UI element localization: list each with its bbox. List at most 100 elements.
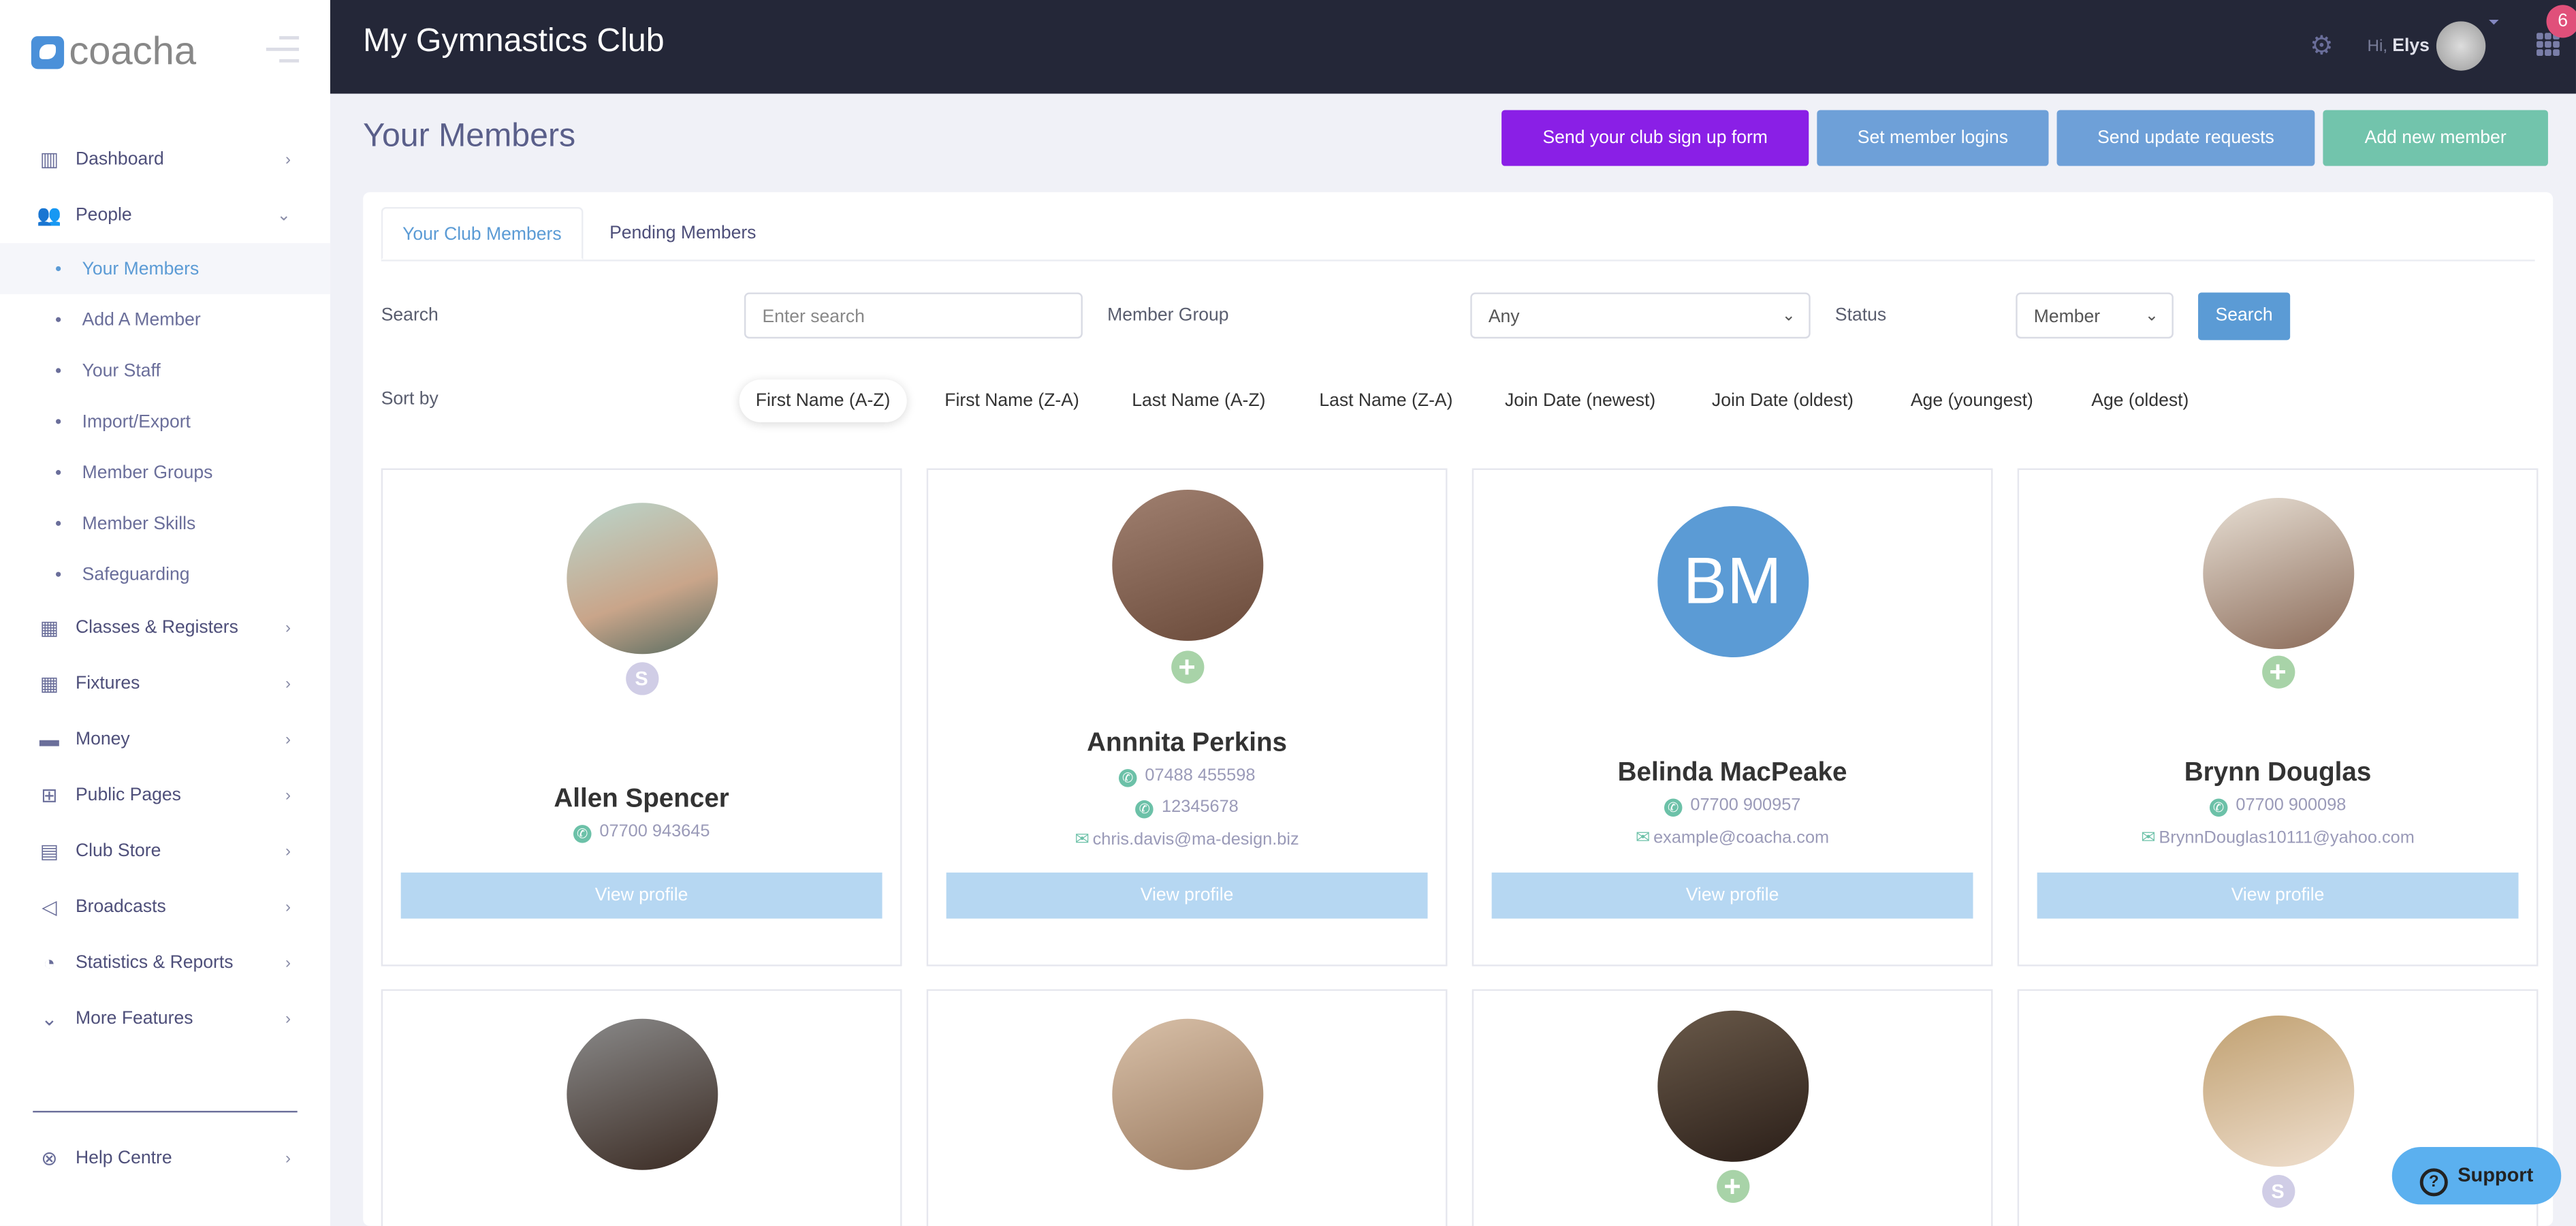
sort-option[interactable]: Join Date (oldest): [1711, 391, 1854, 411]
member-name[interactable]: Allen Spencer: [554, 785, 729, 814]
tab-pending-members[interactable]: Pending Members: [609, 223, 757, 244]
logo-text: coacha: [69, 29, 197, 74]
phone-number: 07700 900957: [1690, 795, 1801, 815]
sidebar-subitem-member-groups[interactable]: Member Groups: [0, 447, 330, 498]
sidebar-item-label: People: [75, 205, 132, 225]
member-photo[interactable]: [566, 503, 718, 655]
sidebar-subitem-import-export[interactable]: Import/Export: [0, 396, 330, 447]
member-photo[interactable]: [566, 1018, 718, 1170]
chevron-down-icon: ⌄: [276, 206, 291, 225]
chevron-right-icon: ›: [285, 618, 291, 637]
member-group-select[interactable]: Any ⌄: [1470, 292, 1811, 339]
notification-badge[interactable]: 6: [2546, 5, 2576, 38]
add-new-member-button[interactable]: Add new member: [2323, 110, 2548, 166]
sidebar-subitem-member-skills[interactable]: Member Skills: [0, 498, 330, 549]
sort-option[interactable]: First Name (Z-A): [944, 391, 1079, 411]
support-label: Support: [2458, 1163, 2534, 1186]
greeting: Hi,: [2367, 37, 2388, 57]
member-photo[interactable]: [1111, 1018, 1263, 1170]
view-profile-button[interactable]: View profile: [2037, 873, 2519, 919]
member-photo[interactable]: [2202, 498, 2354, 649]
topbar: My Gymnastics Club ⚙ Hi, Elys 6: [330, 0, 2576, 94]
member-phone[interactable]: ✆ 07700 900098: [2019, 796, 2537, 817]
chevron-right-icon: ›: [285, 674, 291, 693]
tab-bar: Your Club Members Pending Members: [381, 206, 2535, 262]
support-button[interactable]: ? Support: [2391, 1146, 2562, 1205]
chevron-down-icon: ⌄: [2144, 307, 2159, 326]
member-email[interactable]: ✉ chris.davis@ma-design.biz: [928, 830, 1446, 849]
member-photo[interactable]: [1657, 1010, 1809, 1162]
phone-icon: ✆: [1135, 800, 1154, 819]
gear-icon[interactable]: ⚙: [2310, 33, 2334, 61]
staff-badge-icon: S: [624, 662, 658, 695]
member-email[interactable]: ✉ BrynnDouglas10111@yahoo.com: [2019, 828, 2537, 848]
sidebar-item-broadcasts[interactable]: ◁ Broadcasts ›: [0, 879, 330, 935]
member-phone[interactable]: ✆ 07488 455598: [928, 766, 1446, 787]
member-card: S Allen Spencer ✆ 07700 943645 View profile: [381, 468, 902, 966]
sidebar-item-public-pages[interactable]: ⊞ Public Pages ›: [0, 768, 330, 823]
help-icon: ?: [2419, 1168, 2448, 1197]
sort-option[interactable]: Age (youngest): [1910, 391, 2033, 411]
first-aid-badge-icon: +: [1170, 650, 1204, 684]
sidebar-subitem-add-a-member[interactable]: Add A Member: [0, 294, 330, 345]
phone-icon: ✆: [1664, 798, 1683, 817]
sidebar-item-money[interactable]: ▬ Money ›: [0, 712, 330, 768]
sort-option[interactable]: First Name (A-Z): [739, 379, 907, 423]
member-name[interactable]: Belinda MacPeake: [1617, 759, 1847, 787]
sidebar-item-label: Classes & Registers: [75, 618, 238, 638]
send-signup-form-button[interactable]: Send your club sign up form: [1501, 110, 1809, 166]
member-name[interactable]: Annnita Perkins: [1087, 729, 1288, 758]
member-phone[interactable]: ✆ 07700 900957: [1474, 796, 1991, 817]
send-update-requests-button[interactable]: Send update requests: [2056, 110, 2315, 166]
sidebar-item-people[interactable]: 👥 People ⌄: [0, 187, 330, 243]
user-greeting[interactable]: Hi, Elys: [2368, 36, 2430, 56]
user-avatar[interactable]: [2436, 21, 2486, 71]
sidebar-item-fixtures[interactable]: ▦ Fixtures ›: [0, 656, 330, 712]
search-button[interactable]: Search: [2198, 292, 2291, 341]
sidebar-item-classes-registers[interactable]: ▦ Classes & Registers ›: [0, 600, 330, 656]
sidebar-item-statistics-reports[interactable]: ◔ Statistics & Reports ›: [0, 935, 330, 991]
member-photo[interactable]: [2202, 1015, 2354, 1167]
sidebar-item-dashboard[interactable]: ▥ Dashboard ›: [0, 131, 330, 187]
chevron-down-icon: ⌄: [1781, 307, 1796, 326]
member-photo[interactable]: [1111, 489, 1263, 641]
view-profile-button[interactable]: View profile: [1491, 873, 1973, 919]
member-phone[interactable]: ✆ 12345678: [928, 797, 1446, 819]
chart-icon: ▥: [39, 148, 59, 171]
sidebar-subitem-your-members[interactable]: Your Members: [0, 243, 330, 294]
sort-option[interactable]: Age (oldest): [2091, 391, 2189, 411]
chevron-right-icon: ›: [285, 954, 291, 973]
view-profile-button[interactable]: View profile: [946, 873, 1428, 919]
caret-down-icon[interactable]: [2489, 19, 2499, 25]
email-address: chris.davis@ma-design.biz: [1092, 830, 1299, 850]
sort-option[interactable]: Join Date (newest): [1504, 391, 1656, 411]
phone-number: 07488 455598: [1145, 766, 1256, 786]
member-card: BM Belinda MacPeake ✆ 07700 900957 ✉ example@…: [1472, 468, 1993, 966]
member-email[interactable]: ✉ example@coacha.com: [1474, 828, 1991, 848]
tab-your-club-members[interactable]: Your Club Members: [381, 206, 584, 260]
sidebar-subitem-label: Member Skills: [82, 513, 196, 533]
sort-option[interactable]: Last Name (Z-A): [1319, 391, 1453, 411]
sidebar-item-label: Dashboard: [75, 149, 164, 170]
status-value: Member: [2033, 307, 2101, 328]
sidebar-item-help-centre[interactable]: ⊗ Help Centre ›: [0, 1131, 330, 1186]
view-profile-button[interactable]: View profile: [400, 873, 882, 919]
sidebar-item-more-features[interactable]: ⌄ More Features ›: [0, 991, 330, 1047]
store-icon: ▤: [39, 839, 59, 863]
bullet-icon: [56, 266, 61, 272]
sort-option[interactable]: Last Name (A-Z): [1132, 391, 1266, 411]
staff-badge-icon: S: [2261, 1175, 2295, 1208]
logo[interactable]: coacha: [31, 29, 196, 76]
search-input[interactable]: Enter search: [744, 292, 1083, 339]
member-phone[interactable]: ✆ 07700 943645: [383, 821, 900, 843]
sidebar: coacha ▥ Dashboard › 👥 People ⌄ Your Members Ad…: [0, 0, 330, 1226]
sidebar-item-label: Money: [75, 729, 130, 750]
set-member-logins-button[interactable]: Set member logins: [1817, 110, 2049, 166]
menu-toggle-icon[interactable]: [266, 36, 300, 71]
sidebar-item-club-store[interactable]: ▤ Club Store ›: [0, 823, 330, 879]
status-select[interactable]: Member ⌄: [2016, 292, 2174, 339]
sidebar-subitem-safeguarding[interactable]: Safeguarding: [0, 549, 330, 600]
member-name[interactable]: Brynn Douglas: [2184, 759, 2372, 787]
member-initials-avatar[interactable]: BM: [1657, 506, 1809, 658]
sidebar-subitem-your-staff[interactable]: Your Staff: [0, 345, 330, 396]
